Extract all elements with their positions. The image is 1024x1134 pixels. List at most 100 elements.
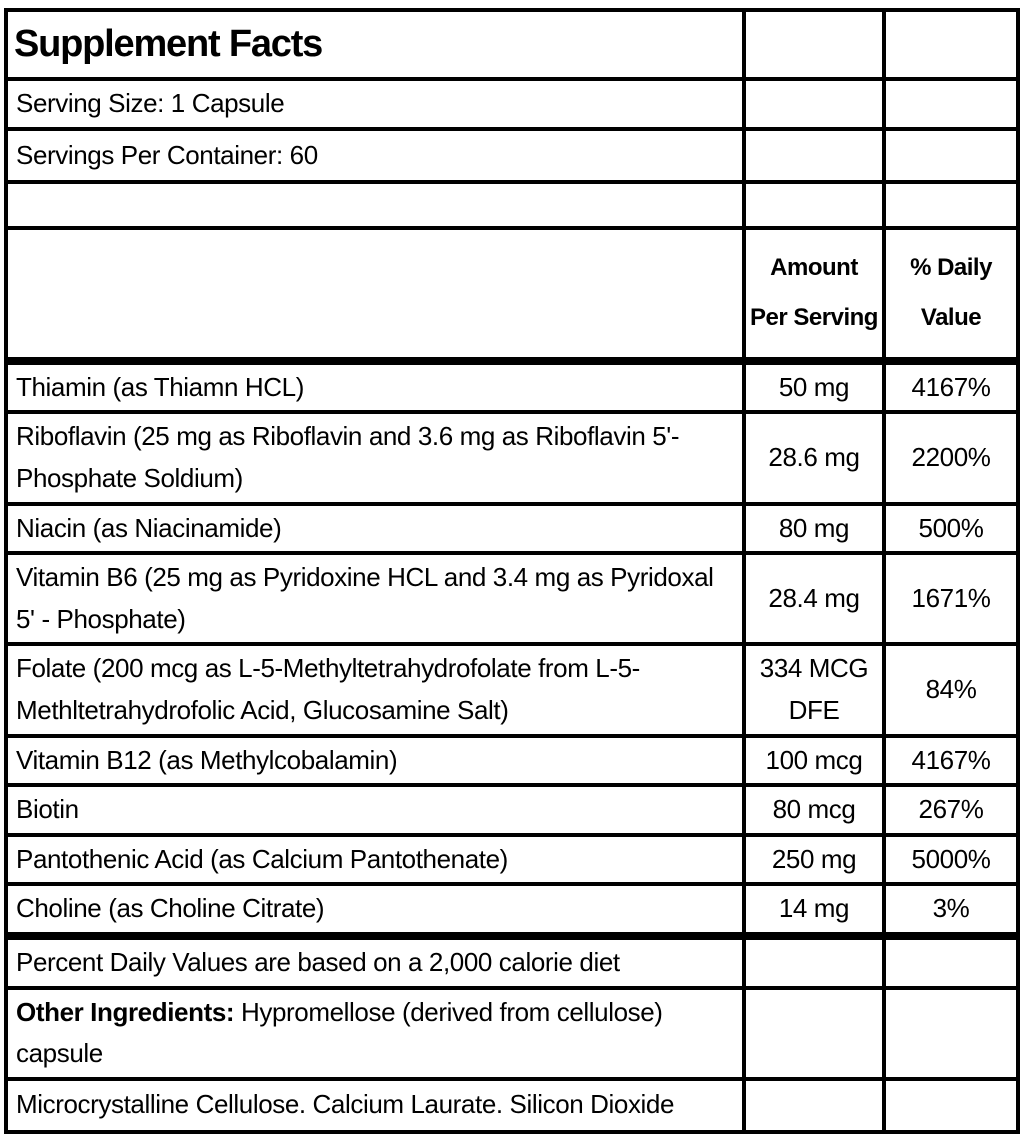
title-cell: Supplement Facts (8, 12, 742, 77)
nutrient-daily-value: 4167% (911, 371, 991, 402)
nutrient-daily-value-cell: 3% (882, 886, 1016, 932)
nutrient-amount: 80 mcg (772, 794, 856, 825)
nutrient-daily-value: 1671% (911, 582, 991, 613)
nutrient-daily-value-cell: 84% (882, 646, 1016, 734)
nutrient-name: Pantothenic Acid (as Calcium Pantothenat… (16, 843, 508, 874)
nutrient-daily-value-cell: 1671% (882, 555, 1016, 643)
other-ingredients-cell: Other Ingredients: Hypromellose (derived… (8, 990, 742, 1077)
table-row: Vitamin B6 (25 mg as Pyridoxine HCL and … (8, 555, 1016, 647)
empty-cell (742, 989, 882, 1077)
table-row: Vitamin B12 (as Methylcobalamin) 100 mcg 4… (8, 737, 1016, 788)
empty-cell (8, 230, 742, 357)
daily-value-note-cell: Percent Daily Values are based on a 2,00… (8, 940, 742, 986)
nutrient-name: Choline (as Choline Citrate) (16, 893, 325, 924)
empty-cell (742, 1080, 882, 1130)
table-row: Niacin (as Niacinamide) 80 mg 500% (8, 505, 1016, 556)
nutrient-daily-value: 3% (932, 893, 970, 924)
empty-cell (8, 184, 742, 226)
other-ingredients-row: Other Ingredients: Hypromellose (derived… (8, 989, 1016, 1081)
empty-cell (882, 1080, 1016, 1130)
nutrient-daily-value: 4167% (911, 744, 991, 775)
table-row: Biotin 80 mcg 267% (8, 787, 1016, 837)
nutrient-amount: 28.6 mg (768, 442, 860, 473)
nutrient-name-cell: Biotin (8, 787, 742, 833)
nutrient-daily-value: 5000% (911, 843, 991, 874)
servings-per-container-text: Servings Per Container: 60 (16, 139, 318, 170)
empty-cell (882, 183, 1016, 226)
spacer-row (8, 183, 1016, 230)
nutrient-daily-value: 500% (918, 512, 984, 543)
other-ingredients-text: Other Ingredients: Hypromellose (derived… (16, 992, 734, 1075)
table-row: Pantothenic Acid (as Calcium Pantothenat… (8, 836, 1016, 887)
other-ingredients-label: Other Ingredients: (16, 996, 235, 1027)
nutrient-name: Niacin (as Niacinamide) (16, 512, 282, 543)
nutrient-name-cell: Vitamin B12 (as Methylcobalamin) (8, 738, 742, 784)
empty-cell (742, 130, 882, 180)
title-row: Supplement Facts (8, 12, 1016, 81)
empty-cell (742, 183, 882, 226)
table-row: Thiamin (as Thiamn HCL) 50 mg 4167% (8, 364, 1016, 415)
nutrient-name: Vitamin B12 (as Methylcobalamin) (16, 744, 398, 775)
empty-cell (882, 130, 1016, 180)
nutrient-daily-value: 267% (918, 794, 984, 825)
empty-cell (882, 12, 1016, 77)
nutrient-name-cell: Niacin (as Niacinamide) (8, 506, 742, 552)
nutrient-name-cell: Folate (200 mcg as L-5-Methyltetrahydrof… (8, 646, 742, 733)
nutrient-amount: 28.4 mg (768, 582, 860, 613)
nutrient-amount: 14 mg (778, 893, 850, 924)
empty-cell (882, 989, 1016, 1077)
nutrient-daily-value: 84% (925, 674, 977, 705)
table-row: Riboflavin (25 mg as Riboflavin and 3.6 … (8, 414, 1016, 506)
amount-column-label: Amount Per Serving (750, 253, 878, 332)
empty-cell (742, 939, 882, 986)
servings-per-container-cell: Servings Per Container: 60 (8, 131, 742, 180)
nutrient-name-cell: Thiamin (as Thiamn HCL) (8, 365, 742, 411)
nutrient-daily-value: 2200% (911, 442, 991, 473)
additional-ingredients-cell: Microcrystalline Cellulose. Calcium Laur… (8, 1081, 742, 1130)
nutrient-daily-value-cell: 4167% (882, 364, 1016, 411)
nutrient-amount-cell: 250 mg (742, 836, 882, 883)
servings-per-container-row: Servings Per Container: 60 (8, 130, 1016, 184)
nutrient-amount-cell: 28.4 mg (742, 555, 882, 643)
nutrient-amount-cell: 28.6 mg (742, 414, 882, 502)
serving-size-cell: Serving Size: 1 Capsule (8, 81, 742, 127)
nutrient-name: Folate (200 mcg as L-5-Methyltetrahydrof… (16, 653, 640, 725)
nutrient-name-cell: Riboflavin (25 mg as Riboflavin and 3.6 … (8, 414, 742, 501)
nutrient-amount-cell: 100 mcg (742, 737, 882, 784)
nutrient-daily-value-cell: 2200% (882, 414, 1016, 502)
serving-size-text: Serving Size: 1 Capsule (16, 88, 285, 118)
nutrient-amount: 250 mg (771, 843, 857, 874)
page-title: Supplement Facts (14, 23, 323, 65)
empty-cell (882, 80, 1016, 127)
nutrient-name-cell: Choline (as Choline Citrate) (8, 886, 742, 932)
daily-value-note-text: Percent Daily Values are based on a 2,00… (16, 946, 620, 977)
daily-value-column-header: % Daily Value (882, 229, 1016, 357)
supplement-facts-table: Supplement Facts Serving Size: 1 Capsule… (4, 8, 1020, 1134)
additional-ingredients-row: Microcrystalline Cellulose. Calcium Laur… (8, 1080, 1016, 1130)
nutrient-amount: 100 mcg (765, 744, 863, 775)
table-row: Folate (200 mcg as L-5-Methyltetrahydrof… (8, 646, 1016, 738)
nutrient-amount-cell: 80 mcg (742, 787, 882, 833)
nutrient-name: Thiamin (as Thiamn HCL) (16, 371, 304, 402)
nutrient-daily-value-cell: 5000% (882, 836, 1016, 883)
nutrient-daily-value-cell: 267% (882, 787, 1016, 833)
nutrient-name: Biotin (16, 794, 79, 825)
nutrient-name: Vitamin B6 (25 mg as Pyridoxine HCL and … (16, 562, 714, 634)
nutrient-amount-cell: 334 MCG DFE (742, 646, 882, 734)
empty-cell (742, 12, 882, 77)
nutrient-amount: 334 MCG DFE (759, 653, 869, 725)
column-header-row: Amount Per Serving % Daily Value (8, 229, 1016, 365)
empty-cell (742, 80, 882, 127)
empty-cell (882, 939, 1016, 986)
nutrient-daily-value-cell: 500% (882, 505, 1016, 552)
nutrient-amount-cell: 50 mg (742, 364, 882, 411)
nutrient-name: Riboflavin (25 mg as Riboflavin and 3.6 … (16, 421, 680, 493)
nutrient-amount: 80 mg (778, 512, 850, 543)
nutrient-amount-cell: 80 mg (742, 505, 882, 552)
daily-value-column-label: % Daily Value (910, 253, 992, 332)
nutrient-amount-cell: 14 mg (742, 886, 882, 932)
table-row: Choline (as Choline Citrate) 14 mg 3% (8, 886, 1016, 940)
nutrient-daily-value-cell: 4167% (882, 737, 1016, 784)
nutrient-amount: 50 mg (778, 371, 850, 402)
additional-ingredients-text: Microcrystalline Cellulose. Calcium Laur… (16, 1089, 675, 1120)
